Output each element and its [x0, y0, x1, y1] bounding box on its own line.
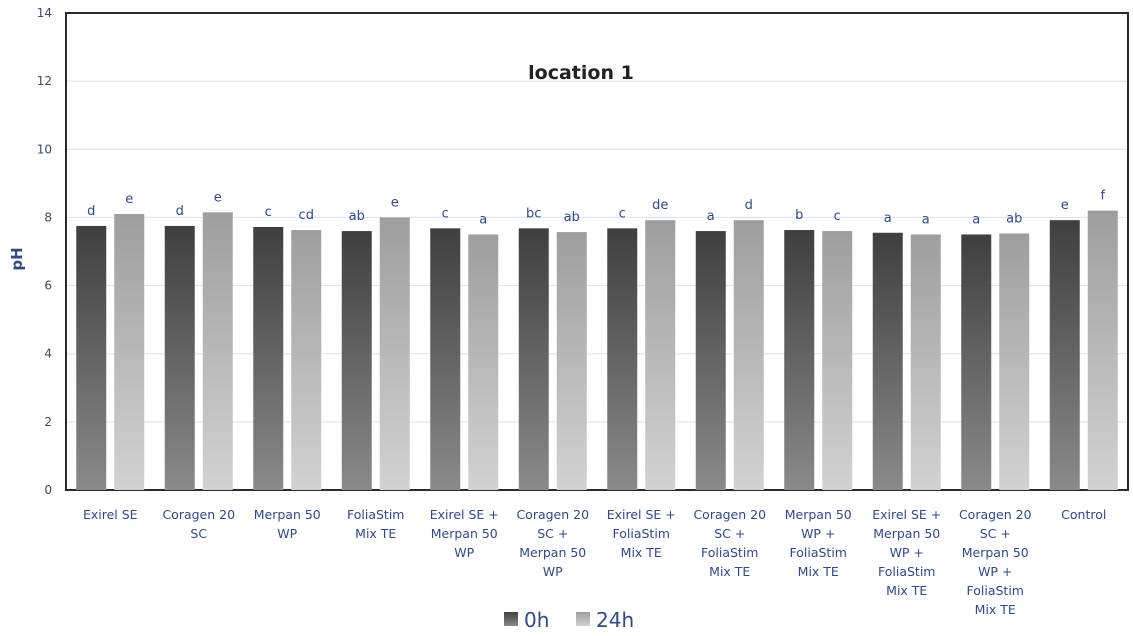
bar-0h: [872, 232, 903, 490]
data-label: a: [884, 211, 892, 226]
bar-24h: [910, 234, 941, 490]
data-label: cd: [299, 208, 314, 223]
x-tick-label: FoliaStim Mix TE: [347, 507, 404, 541]
data-label: e: [1061, 198, 1069, 213]
bar-24h: [291, 230, 322, 490]
y-tick-label: 6: [44, 279, 52, 293]
data-label: e: [125, 192, 133, 207]
data-label: c: [442, 206, 449, 221]
y-axis-ticks: 0 2 4 6 8 10 12 14: [37, 6, 52, 497]
data-label: bc: [526, 206, 541, 221]
y-tick-label: 4: [44, 347, 52, 361]
bar-0h: [961, 234, 992, 490]
data-label: d: [87, 204, 95, 219]
bars: [76, 210, 1118, 491]
x-tick-label: Merpan 50 WP + FoliaStim Mix TE: [785, 507, 852, 579]
data-label: f: [1100, 189, 1105, 204]
bar-24h: [114, 214, 145, 490]
y-tick-label: 10: [37, 142, 52, 156]
legend-label-0h: 0h: [524, 608, 549, 632]
bar-0h: [518, 228, 549, 490]
plot-frame: [65, 12, 1129, 491]
bar-0h: [784, 230, 815, 490]
x-tick-label: Exirel SE + Merpan 50 WP: [430, 507, 499, 560]
bar-24h: [1087, 210, 1118, 490]
data-label: c: [619, 206, 626, 221]
data-label: a: [922, 212, 930, 227]
data-label: de: [652, 198, 668, 213]
bar-0h: [341, 231, 372, 491]
bar-24h: [733, 220, 764, 490]
y-tick-label: 0: [44, 483, 52, 497]
x-tick-label: Coragen 20 SC + FoliaStim Mix TE: [693, 507, 766, 579]
bar-24h: [202, 212, 233, 490]
data-label: d: [745, 198, 753, 213]
data-label: c: [834, 209, 841, 224]
bar-24h: [822, 231, 853, 491]
legend: 0h 24h: [504, 608, 634, 632]
data-label: ab: [349, 209, 365, 224]
data-label: e: [391, 195, 399, 210]
y-tick-label: 8: [44, 210, 52, 224]
bar-0h: [1049, 220, 1080, 490]
bar-24h: [379, 217, 410, 490]
y-tick-label: 2: [44, 415, 52, 429]
y-axis-label: pH: [8, 247, 26, 270]
legend-label-24h: 24h: [596, 608, 634, 632]
chart-title: location 1: [528, 62, 634, 84]
bar-0h: [430, 228, 461, 490]
x-tick-label: Merpan 50 WP: [254, 507, 321, 541]
x-tick-label: Exirel SE + Merpan 50 WP + FoliaStim Mix TE: [872, 507, 941, 598]
x-tick-label: Exirel SE: [83, 507, 138, 522]
x-tick-label: Control: [1061, 507, 1106, 522]
data-label: b: [795, 208, 803, 223]
data-label: e: [214, 190, 222, 205]
x-tick-label: Exirel SE + FoliaStim Mix TE: [607, 507, 676, 560]
data-label: a: [972, 212, 980, 227]
data-label: ab: [564, 210, 580, 225]
legend-swatch-24h: [576, 612, 590, 626]
bar-24h: [645, 220, 676, 490]
data-label: c: [265, 205, 272, 220]
x-tick-label: Coragen 20 SC + Merpan 50 WP + FoliaStim Mix …: [959, 507, 1032, 617]
bar-0h: [607, 228, 638, 490]
gridlines: [65, 12, 1129, 491]
bar-0h: [76, 225, 107, 491]
x-tick-label: Coragen 20 SC + Merpan 50 WP: [516, 507, 589, 579]
data-label: ab: [1006, 211, 1022, 226]
y-tick-label: 12: [37, 74, 52, 88]
bar-24h: [468, 234, 499, 490]
data-label: a: [479, 212, 487, 227]
x-axis-categories: Exirel SE Coragen 20 SC Merpan 50 WP FoliaSti…: [83, 507, 1106, 617]
bar-0h: [164, 225, 195, 491]
bar-24h: [556, 232, 587, 490]
y-tick-label: 14: [37, 6, 52, 20]
bar-0h: [253, 226, 284, 490]
x-tick-label: Coragen 20 SC: [162, 507, 235, 541]
legend-swatch-0h: [504, 612, 518, 626]
bar-0h: [695, 231, 726, 491]
data-label: a: [707, 209, 715, 224]
data-label: d: [176, 204, 184, 219]
bar-24h: [999, 233, 1030, 490]
